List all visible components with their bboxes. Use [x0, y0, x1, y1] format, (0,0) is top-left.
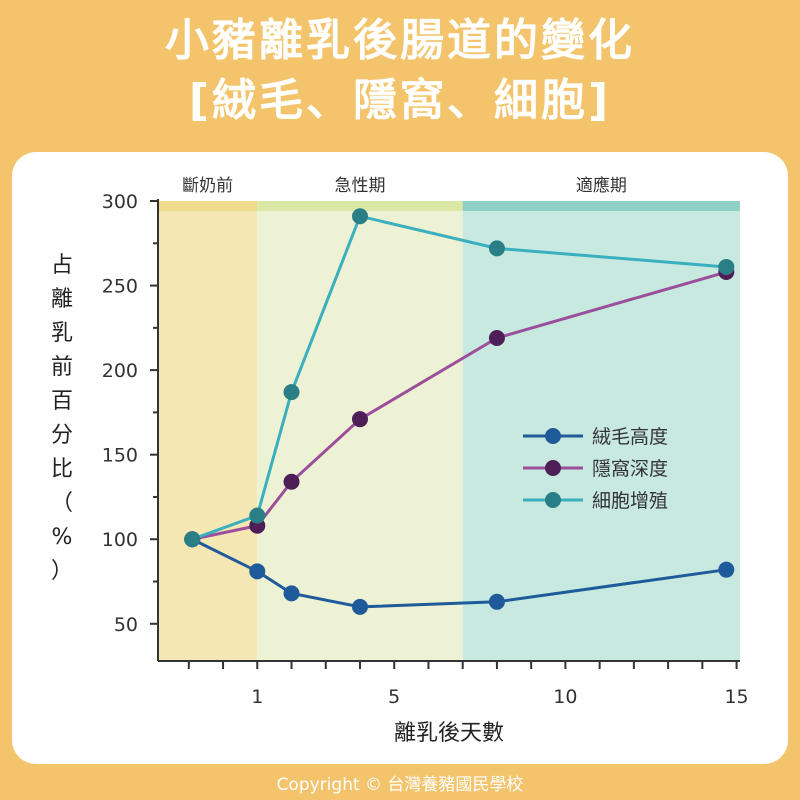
phase-label: 斷奶前	[182, 176, 233, 196]
data-point	[488, 240, 505, 257]
data-point	[351, 411, 368, 428]
y-tick-label: 100	[102, 529, 138, 551]
legend-marker	[545, 492, 561, 508]
legend-marker	[545, 428, 561, 444]
phase-background	[462, 201, 740, 661]
data-point	[283, 473, 300, 490]
legend-label: 細胞增殖	[592, 490, 668, 512]
phase-label: 適應期	[576, 175, 627, 196]
x-axis-label: 離乳後天數	[394, 721, 504, 746]
data-point	[184, 531, 201, 548]
phase-label: 急性期	[334, 176, 385, 196]
data-point	[488, 329, 505, 346]
y-tick-label: 250	[102, 276, 138, 298]
data-point	[351, 598, 368, 615]
phase-background	[158, 201, 258, 661]
data-point	[718, 561, 735, 578]
series-line	[191, 214, 727, 541]
y-axis-label: 占離乳前百分比（%）	[51, 253, 73, 584]
copyright-text: Copyright © 台灣養豬國民學校	[276, 775, 524, 795]
series-line	[191, 537, 727, 609]
legend-label: 絨毛高度	[592, 426, 668, 448]
legend-label: 隱窩深度	[592, 458, 668, 480]
phase-band	[462, 201, 740, 211]
data-point	[249, 507, 266, 524]
phase-background	[257, 201, 463, 661]
data-point	[488, 593, 505, 610]
data-point	[283, 384, 300, 401]
data-point	[249, 563, 266, 580]
phase-band	[257, 201, 463, 211]
data-point	[283, 585, 300, 602]
x-tick-label: 5	[388, 686, 400, 708]
x-tick-label: 15	[724, 686, 748, 708]
y-tick-label: 150	[102, 445, 138, 467]
data-point	[718, 258, 735, 275]
data-point	[351, 208, 368, 225]
legend-marker	[545, 460, 561, 476]
x-tick-label: 1	[251, 686, 263, 708]
y-tick-label: 200	[102, 360, 138, 382]
phase-band	[158, 201, 258, 211]
y-tick-label: 300	[102, 191, 138, 213]
series-line	[191, 270, 727, 541]
page-subtitle: [絨毛、隱窩、細胞]	[188, 75, 612, 126]
y-tick-label: 50	[114, 614, 138, 636]
x-tick-label: 10	[553, 686, 577, 708]
page-title: 小豬離乳後腸道的變化	[165, 15, 635, 66]
